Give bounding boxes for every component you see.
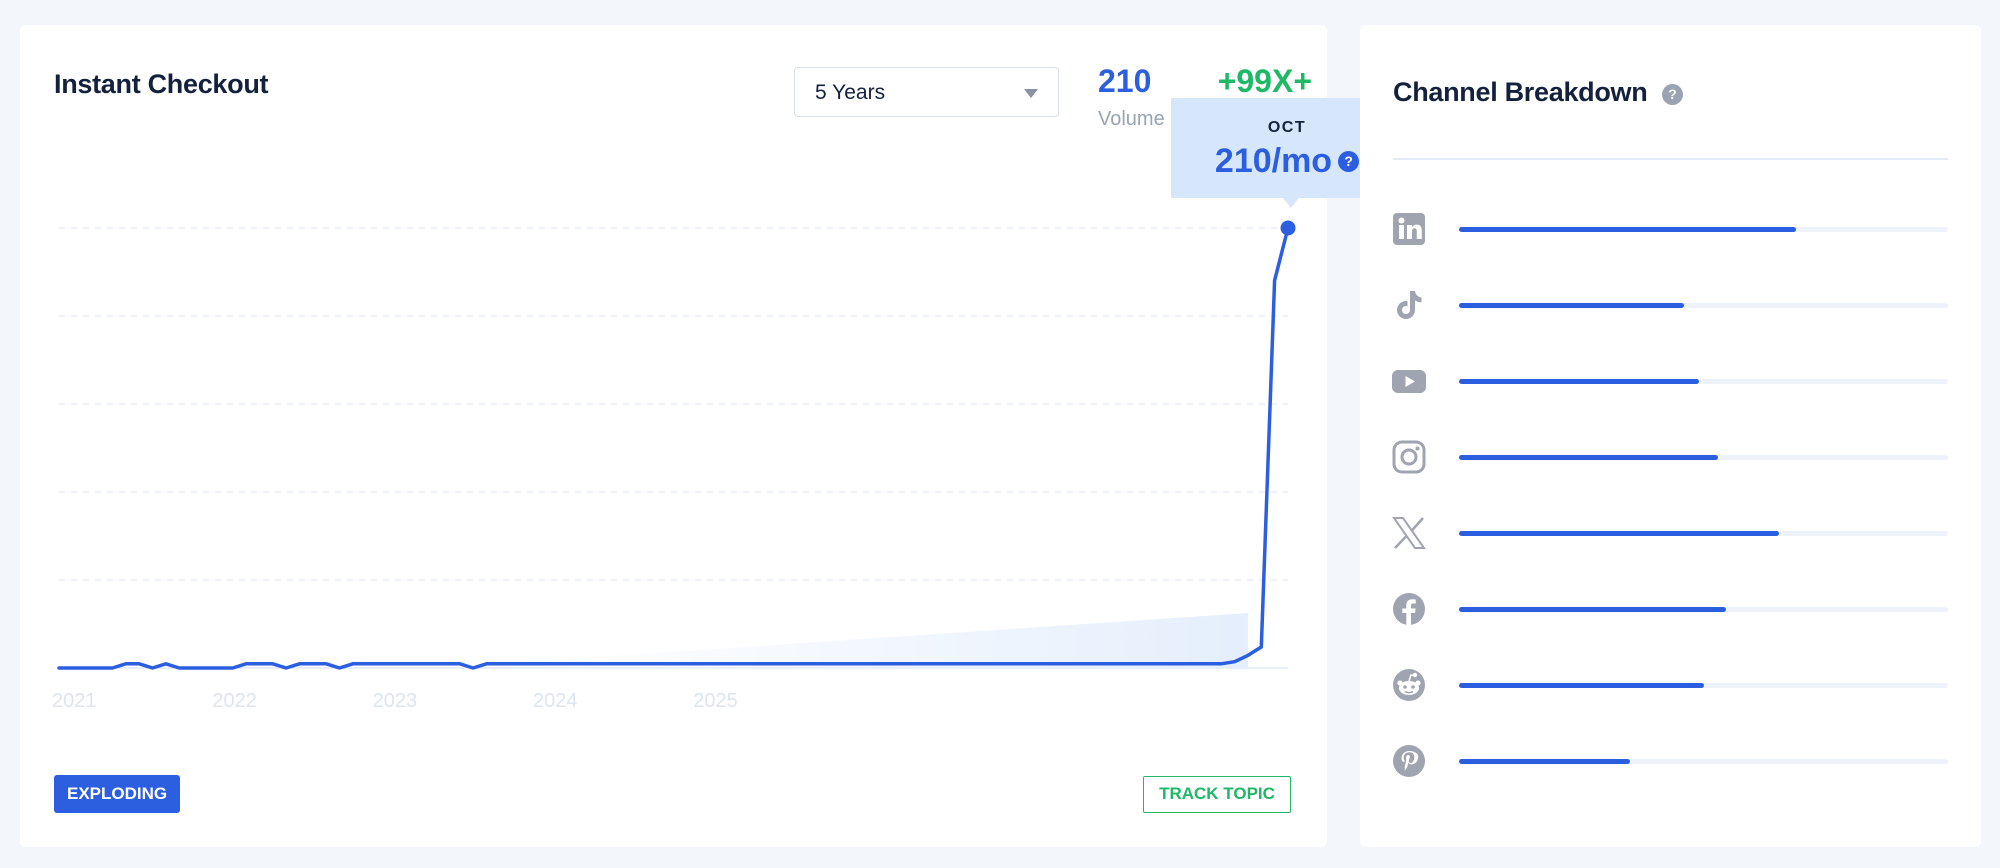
linkedin-icon — [1393, 213, 1425, 245]
channel-bar-track — [1459, 683, 1948, 688]
channel-bar-fill — [1459, 455, 1719, 460]
channel-bar-track — [1459, 607, 1948, 612]
x-tick-label: 2024 — [533, 690, 578, 712]
x-tick-label: 2023 — [373, 690, 418, 712]
facebook-icon — [1393, 593, 1425, 625]
channel-bar-fill — [1459, 379, 1699, 384]
series-line — [57, 226, 1290, 670]
volume-label: Volume — [1098, 108, 1165, 130]
channel-bar-fill — [1459, 227, 1797, 232]
x-tick-label: 2025 — [693, 690, 738, 712]
x-icon — [1392, 517, 1426, 549]
time-range-value: 5 Years — [815, 81, 886, 104]
reddit-icon — [1393, 669, 1425, 701]
divider — [1393, 158, 1948, 160]
channel-row-pinterest — [1360, 741, 1981, 781]
trend-title: Instant Checkout — [54, 69, 269, 99]
channel-bar-fill — [1459, 683, 1704, 688]
channel-row-instagram — [1360, 437, 1981, 477]
channel-row-reddit — [1360, 665, 1981, 705]
chart-line-layer — [57, 220, 1296, 670]
x-tick-label: 2022 — [212, 690, 257, 712]
time-range-dropdown[interactable]: 5 Years — [794, 67, 1059, 117]
channel-bar-fill — [1459, 531, 1780, 536]
help-icon[interactable]: ? — [1338, 151, 1360, 172]
channel-row-facebook — [1360, 589, 1981, 629]
channel-bar-fill — [1459, 303, 1684, 308]
channel-bar-track — [1459, 759, 1948, 764]
trend-chart[interactable]: 2021 2022 2023 2024 2025 — [20, 25, 1327, 745]
trend-card: Instant Checkout 5 Years 210 Volume +99X… — [20, 25, 1403, 847]
x-axis-ticks: 2021 2022 2023 2024 2025 — [52, 690, 738, 712]
channel-bar-fill — [1459, 607, 1726, 612]
pinterest-icon — [1393, 745, 1425, 777]
tooltip-month: OCT — [1267, 119, 1307, 136]
channel-row-youtube — [1360, 361, 1981, 401]
tooltip-value-row: 210/mo ? — [1171, 142, 1403, 181]
chevron-down-icon — [1024, 89, 1038, 98]
channel-row-tiktok — [1360, 285, 1981, 325]
growth-value: +99X+ — [1217, 63, 1312, 99]
tiktok-icon — [1397, 291, 1422, 319]
channel-breakdown-title: Channel Breakdown — [1393, 77, 1648, 107]
chart-gridlines — [59, 227, 1288, 669]
channel-bar-fill — [1459, 759, 1631, 764]
data-point — [1280, 220, 1296, 236]
channel-bar-track — [1459, 455, 1948, 460]
channel-bar-track — [1459, 303, 1948, 308]
channel-bar-track — [1459, 227, 1948, 232]
track-topic-button[interactable]: TRACK TOPIC — [1143, 776, 1291, 813]
instagram-icon — [1392, 440, 1426, 474]
channel-breakdown-card: Channel Breakdown ? — [1360, 25, 1981, 847]
youtube-icon — [1392, 370, 1426, 393]
chart-area-fill — [433, 613, 1248, 668]
channel-bar-track — [1459, 379, 1948, 384]
help-icon[interactable]: ? — [1662, 84, 1683, 105]
channel-bar-track — [1459, 531, 1948, 536]
channel-row-x — [1360, 513, 1981, 553]
tooltip-value: 210/mo — [1214, 142, 1333, 180]
chart-area — [433, 613, 1248, 668]
exploding-badge: EXPLODING — [54, 775, 181, 813]
x-tick-label: 2021 — [52, 690, 97, 712]
volume-value: 210 — [1098, 63, 1152, 99]
channel-row-linkedin — [1360, 209, 1981, 249]
